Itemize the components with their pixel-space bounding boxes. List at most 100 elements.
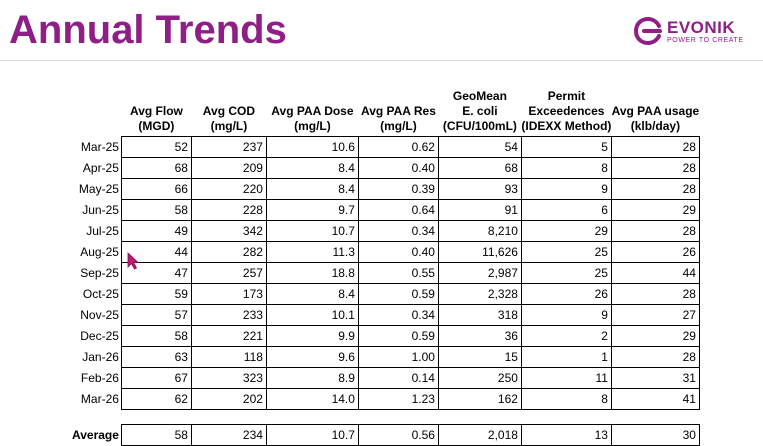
column-header: Avg PAA Res (mg/L) xyxy=(360,103,436,133)
table-cell: 5 xyxy=(520,135,612,158)
table-cell: 10.6 xyxy=(265,135,359,158)
table-body: Mar-25 52 237 10.6 0.62 54 5 28 Apr-25 68 209 8.4 0.… xyxy=(72,135,700,446)
table-cell: 2 xyxy=(520,324,612,347)
table-cell: 8,210 xyxy=(437,219,522,242)
table-cell: 0.59 xyxy=(357,282,439,305)
table-cell: 28 xyxy=(610,156,700,179)
spacer-row xyxy=(72,409,699,424)
table-cell: 54 xyxy=(437,135,522,158)
table-cell: 52 xyxy=(120,135,192,158)
table-row: Sep-25 47 257 18.8 0.55 2,987 25 44 xyxy=(72,261,700,284)
row-label: Apr-25 xyxy=(82,160,119,175)
column-header: Avg PAA Dose (mg/L) xyxy=(271,103,354,133)
table-cell: 2,018 xyxy=(437,423,522,446)
row-label-header xyxy=(72,84,121,136)
table-cell: 28 xyxy=(610,345,700,368)
table-row: May-25 66 220 8.4 0.39 93 9 28 xyxy=(72,177,700,200)
table-cell: 14.0 xyxy=(265,387,359,410)
table-cell: 28 xyxy=(610,219,700,242)
table-cell: 18.8 xyxy=(265,261,359,284)
table-cell: 0.40 xyxy=(357,240,439,263)
evonik-logo-icon xyxy=(634,17,662,46)
table-cell: 66 xyxy=(120,177,192,200)
table-cell: 9.7 xyxy=(265,198,359,221)
table-cell: 41 xyxy=(610,387,700,410)
spacer-cell xyxy=(611,409,699,424)
table-cell: 342 xyxy=(190,219,267,242)
table-row: Feb-26 67 323 8.9 0.14 250 11 31 xyxy=(72,366,700,389)
table-cell: 8.4 xyxy=(265,177,359,200)
row-label: Oct-25 xyxy=(82,286,119,301)
table-cell: 10.1 xyxy=(265,303,359,326)
row-label: May-25 xyxy=(78,181,119,196)
table-cell: 27 xyxy=(610,303,700,326)
table-row: Mar-25 52 237 10.6 0.62 54 5 28 xyxy=(72,135,700,158)
table-cell: 220 xyxy=(190,177,267,200)
table-cell: 0.64 xyxy=(357,198,439,221)
table-cell: 257 xyxy=(190,261,267,284)
table-row: Jan-26 63 118 9.6 1.00 15 1 28 xyxy=(72,345,700,368)
table-cell: 31 xyxy=(610,366,700,389)
table-cell: 0.40 xyxy=(357,156,439,179)
header-divider xyxy=(0,60,763,61)
table-cell: 202 xyxy=(190,387,267,410)
table-row: Oct-25 59 173 8.4 0.59 2,328 26 28 xyxy=(72,282,700,305)
row-label: Jul-25 xyxy=(86,223,119,238)
page-title: Annual Trends xyxy=(9,8,287,52)
table-cell: 234 xyxy=(190,423,267,446)
row-label: Dec-25 xyxy=(80,328,119,343)
table-cell: 29 xyxy=(610,198,700,221)
table-cell: 323 xyxy=(190,366,267,389)
table-cell: 282 xyxy=(190,240,267,263)
table-cell: 30 xyxy=(610,423,700,446)
table-cell: 2,987 xyxy=(437,261,522,284)
table-cell: 58 xyxy=(120,198,192,221)
table-cell: 26 xyxy=(520,282,612,305)
table-cell: 233 xyxy=(190,303,267,326)
table-row: Aug-25 44 282 11.3 0.40 11,626 25 26 xyxy=(72,240,700,263)
table-cell: 44 xyxy=(610,261,700,284)
table-row: Jun-25 58 228 9.7 0.64 91 6 29 xyxy=(72,198,700,221)
table-cell: 0.39 xyxy=(357,177,439,200)
table-cell: 0.14 xyxy=(357,366,439,389)
spacer-cell xyxy=(438,409,521,424)
table-cell: 9 xyxy=(520,303,612,326)
table-cell: 57 xyxy=(120,303,192,326)
column-header: GeoMean E. coli (CFU/100mL) xyxy=(442,88,517,133)
annual-trends-table: Avg Flow (MGD) Avg COD (mg/L) Avg PAA Dose… xyxy=(72,84,700,446)
spacer-cell xyxy=(521,409,611,424)
table-cell: 29 xyxy=(610,324,700,347)
table-cell: 8 xyxy=(520,156,612,179)
table-cell: 209 xyxy=(190,156,267,179)
row-label: Jan-26 xyxy=(82,349,119,364)
table-cell: 58 xyxy=(120,324,192,347)
average-row: Average 58 234 10.7 0.56 2,018 13 30 xyxy=(72,423,700,446)
column-header: Avg Flow (MGD) xyxy=(129,103,183,133)
table-cell: 63 xyxy=(120,345,192,368)
table-cell: 0.62 xyxy=(357,135,439,158)
column-header: Avg PAA usage (klb/day) xyxy=(611,103,700,133)
spacer-cell xyxy=(358,409,438,424)
table-cell: 29 xyxy=(520,219,612,242)
table-cell: 162 xyxy=(437,387,522,410)
row-label: Mar-26 xyxy=(80,391,119,406)
spacer-cell xyxy=(121,409,191,424)
table-header-row: Avg Flow (MGD) Avg COD (mg/L) Avg PAA Dose… xyxy=(72,84,699,136)
table-cell: 93 xyxy=(437,177,522,200)
table-cell: 26 xyxy=(610,240,700,263)
table-cell: 28 xyxy=(610,135,700,158)
logo-wordmark: EVONIK xyxy=(667,18,736,37)
table-cell: 6 xyxy=(520,198,612,221)
table-cell: 9.6 xyxy=(265,345,359,368)
table-cell: 11.3 xyxy=(265,240,359,263)
table-cell: 28 xyxy=(610,282,700,305)
table-cell: 318 xyxy=(437,303,522,326)
table-cell: 28 xyxy=(610,177,700,200)
table-row: Dec-25 58 221 9.9 0.59 36 2 29 xyxy=(72,324,700,347)
table-cell: 0.59 xyxy=(357,324,439,347)
table-cell: 237 xyxy=(190,135,267,158)
row-label: Aug-25 xyxy=(80,244,119,259)
row-label: Mar-25 xyxy=(80,139,119,154)
table-cell: 10.7 xyxy=(265,219,359,242)
table-cell: 59 xyxy=(120,282,192,305)
